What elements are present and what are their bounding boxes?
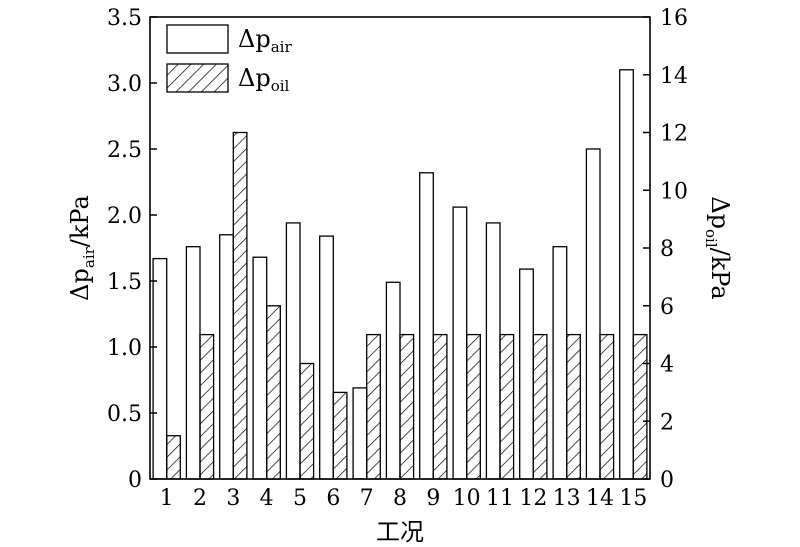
bars-group — [152, 69, 648, 480]
x-tick-label: 3 — [226, 486, 240, 511]
legend-label-main: Δp — [238, 64, 271, 92]
bar-oil-13 — [566, 333, 581, 480]
y-right-tick-label: 4 — [660, 353, 674, 378]
x-tick-label: 13 — [553, 486, 581, 511]
y-right-axis-label-main: Δp — [706, 196, 734, 229]
x-tick-label: 2 — [193, 486, 207, 511]
y-left-tick-label: 2.5 — [107, 138, 142, 163]
x-tick-label: 8 — [393, 486, 407, 511]
x-tick-label: 4 — [260, 486, 274, 511]
bar-air-1 — [152, 257, 168, 480]
y-left-tick-label: 2.0 — [107, 204, 142, 229]
y-right-axis-label-unit: /kPa — [706, 248, 734, 300]
y-left-tick-label: 0 — [128, 468, 142, 493]
y-left-tick-label: 1.5 — [107, 270, 142, 295]
bar-air-13 — [552, 246, 568, 480]
y-right-tick-label: 8 — [660, 237, 674, 262]
x-tick-label: 12 — [519, 486, 547, 511]
bar-air-4 — [252, 256, 268, 480]
y-left-tick-label: 1.0 — [107, 336, 142, 361]
y-right-axis-label-sub: oil — [702, 229, 720, 248]
bar-oil-1 — [166, 435, 181, 480]
legend-label-1: Δpair — [238, 25, 292, 56]
bar-air-10 — [452, 206, 468, 480]
bar-oil-10 — [466, 333, 481, 480]
bar-air-2 — [185, 246, 201, 480]
y-right-tick-label: 14 — [660, 64, 688, 89]
y-right-tick-label: 10 — [660, 179, 688, 204]
y-left-tick-label: 0.5 — [107, 402, 142, 427]
bar-air-7 — [352, 387, 368, 480]
bar-oil-3 — [232, 131, 248, 480]
legend-label-sub: air — [271, 38, 293, 56]
legend-swatch-1 — [166, 24, 229, 54]
y-right-tick-label: 16 — [660, 6, 688, 31]
bar-oil-2 — [199, 333, 215, 480]
y-left-axis-label-sub: air — [80, 246, 98, 268]
bar-oil-9 — [432, 333, 448, 480]
x-tick-label: 1 — [160, 486, 174, 511]
legend-label-main: Δp — [238, 25, 271, 53]
bar-oil-14 — [599, 333, 615, 480]
y-right-tick-label: 2 — [660, 410, 674, 435]
x-tick-label: 14 — [586, 486, 614, 511]
bar-oil-6 — [332, 391, 348, 480]
y-left-tick-label: 3.5 — [107, 6, 142, 31]
x-axis-label: 工况 — [376, 518, 424, 546]
x-tick-label: 11 — [486, 486, 514, 511]
bar-air-3 — [219, 234, 234, 480]
y-left-axis-label: Δpair/kPa — [66, 195, 98, 301]
bar-air-14 — [585, 148, 601, 480]
bar-air-5 — [285, 222, 301, 480]
x-tick-label: 5 — [293, 486, 307, 511]
legend-label-2: Δpoil — [238, 64, 290, 95]
bar-oil-15 — [632, 333, 648, 480]
x-tick-label: 10 — [453, 486, 481, 511]
bar-air-15 — [619, 69, 634, 480]
y-right-axis-label: Δpoil/kPa — [702, 196, 734, 299]
bar-oil-4 — [266, 305, 281, 480]
legend-swatch-2 — [166, 63, 229, 93]
x-tick-label: 6 — [326, 486, 340, 511]
y-left-tick-label: 3.0 — [107, 72, 142, 97]
bar-air-9 — [419, 172, 434, 480]
x-tick-label: 9 — [426, 486, 440, 511]
legend-label-sub: oil — [271, 77, 290, 95]
y-left-axis-label-main: Δp — [66, 268, 94, 301]
bar-oil-7 — [366, 333, 381, 480]
bar-air-11 — [485, 222, 501, 480]
x-tick-label: 7 — [360, 486, 374, 511]
y-right-tick-label: 0 — [660, 468, 674, 493]
bar-oil-8 — [399, 333, 415, 480]
y-right-tick-label: 12 — [660, 122, 688, 147]
y-right-tick-label: 6 — [660, 295, 674, 320]
bar-oil-12 — [532, 333, 548, 480]
bar-oil-5 — [299, 362, 315, 480]
x-tick-label: 15 — [619, 486, 647, 511]
bar-air-12 — [519, 268, 534, 480]
bar-air-8 — [385, 281, 401, 480]
y-left-axis-label-unit: /kPa — [66, 195, 94, 247]
bar-air-6 — [319, 235, 334, 480]
bar-oil-11 — [499, 333, 515, 480]
